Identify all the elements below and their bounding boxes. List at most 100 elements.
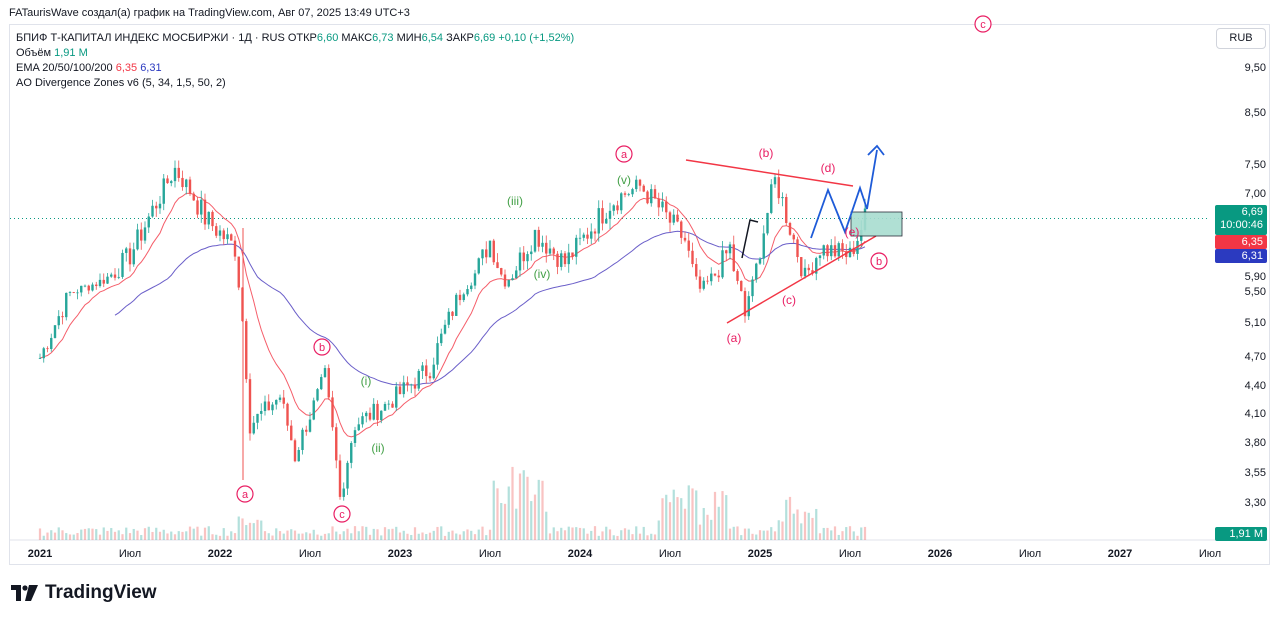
low-label: МИН	[396, 32, 422, 44]
candle	[301, 427, 304, 455]
volume-bar	[462, 531, 465, 540]
volume-badge: 1,91 M	[1215, 527, 1267, 541]
candle	[185, 178, 188, 195]
volume-bar	[327, 533, 330, 540]
candle	[338, 454, 342, 500]
volume-bar	[305, 532, 308, 540]
candle	[155, 201, 158, 217]
candle	[848, 241, 852, 258]
candle	[770, 179, 773, 215]
volume-bar	[185, 531, 188, 540]
candle	[747, 291, 750, 321]
volume-bar	[758, 530, 762, 540]
volume-bar	[301, 533, 304, 540]
volume-bar	[196, 526, 199, 540]
candle	[822, 244, 825, 260]
volume-bar	[110, 528, 113, 540]
candle	[53, 324, 57, 339]
candle	[665, 196, 668, 219]
candle	[451, 311, 454, 321]
price-tick-label: 9,50	[1244, 62, 1266, 74]
volume-bar	[218, 535, 222, 540]
candle	[833, 236, 837, 258]
volume-bar	[818, 533, 822, 540]
volume-bar	[447, 531, 450, 540]
candle	[443, 319, 447, 335]
candle	[252, 415, 255, 435]
wave-label: (i)	[361, 374, 372, 388]
candle	[470, 282, 473, 292]
candle	[653, 184, 657, 200]
volume-bar	[698, 524, 702, 540]
candle	[631, 187, 634, 197]
volume-bar	[402, 530, 405, 540]
candle	[503, 269, 507, 290]
candle	[680, 220, 683, 245]
volume-bar	[541, 480, 544, 540]
candle	[316, 387, 319, 402]
volume-bar	[661, 498, 664, 540]
candle	[695, 258, 698, 280]
candle	[530, 245, 533, 261]
volume-bar	[181, 531, 184, 540]
candle	[458, 289, 462, 306]
candle	[151, 199, 154, 218]
volume-bar	[42, 535, 45, 540]
volume-bar	[230, 531, 233, 540]
candle	[650, 184, 653, 207]
tradingview-logo[interactable]: TradingView	[11, 582, 157, 604]
candle	[177, 160, 180, 182]
wave-label: (a)	[727, 331, 742, 345]
volume-bar	[537, 479, 540, 540]
volume-bar	[331, 526, 334, 540]
candle	[785, 193, 788, 226]
candle	[762, 225, 765, 265]
candle	[657, 192, 660, 217]
volume-bar	[710, 519, 713, 540]
volume-bar	[455, 533, 458, 540]
wave-label: (c)	[782, 293, 796, 307]
candle	[620, 192, 623, 215]
wave-label-text: b	[319, 342, 325, 354]
close-label: ЗАКР	[446, 32, 474, 44]
ema-value-blue: 6,31	[140, 62, 162, 74]
volume-bar	[721, 491, 724, 540]
time-tick-label: 2025	[747, 548, 773, 560]
volume-bar	[586, 533, 589, 540]
candle	[278, 394, 282, 403]
volume-bar	[293, 530, 297, 540]
volume-bar	[571, 527, 574, 540]
candle	[800, 256, 803, 279]
wave-label-text: (iv)	[534, 267, 551, 281]
target-zone	[850, 211, 903, 237]
time-tick-label: Июл	[658, 548, 682, 560]
volume-bar	[207, 526, 210, 540]
volume-bar	[841, 531, 844, 540]
candle	[271, 402, 274, 416]
volume-bar	[736, 526, 739, 540]
change-value: +0,10 (+1,52%)	[498, 32, 575, 44]
candle	[728, 241, 732, 260]
volume-bar	[380, 535, 383, 540]
volume-bar	[623, 528, 627, 540]
candle	[365, 411, 368, 423]
candle	[473, 269, 477, 290]
candle	[113, 268, 117, 281]
volume-bar	[413, 527, 417, 540]
candle	[560, 250, 563, 271]
candle	[466, 285, 469, 297]
wave-label-text: (c)	[782, 293, 796, 307]
wave-label-text: (ii)	[371, 441, 384, 455]
volume-bar	[518, 473, 522, 540]
candle	[818, 254, 822, 266]
currency-button[interactable]: RUB	[1216, 28, 1266, 49]
projection-arrow-head	[867, 144, 885, 156]
volume-bar	[342, 531, 345, 540]
volume-bar	[57, 527, 60, 540]
price-tick-label: 8,50	[1244, 107, 1266, 119]
volume-bar	[743, 528, 747, 540]
volume-bar	[271, 535, 274, 540]
wave-label: c	[333, 505, 351, 523]
candle	[102, 273, 105, 288]
